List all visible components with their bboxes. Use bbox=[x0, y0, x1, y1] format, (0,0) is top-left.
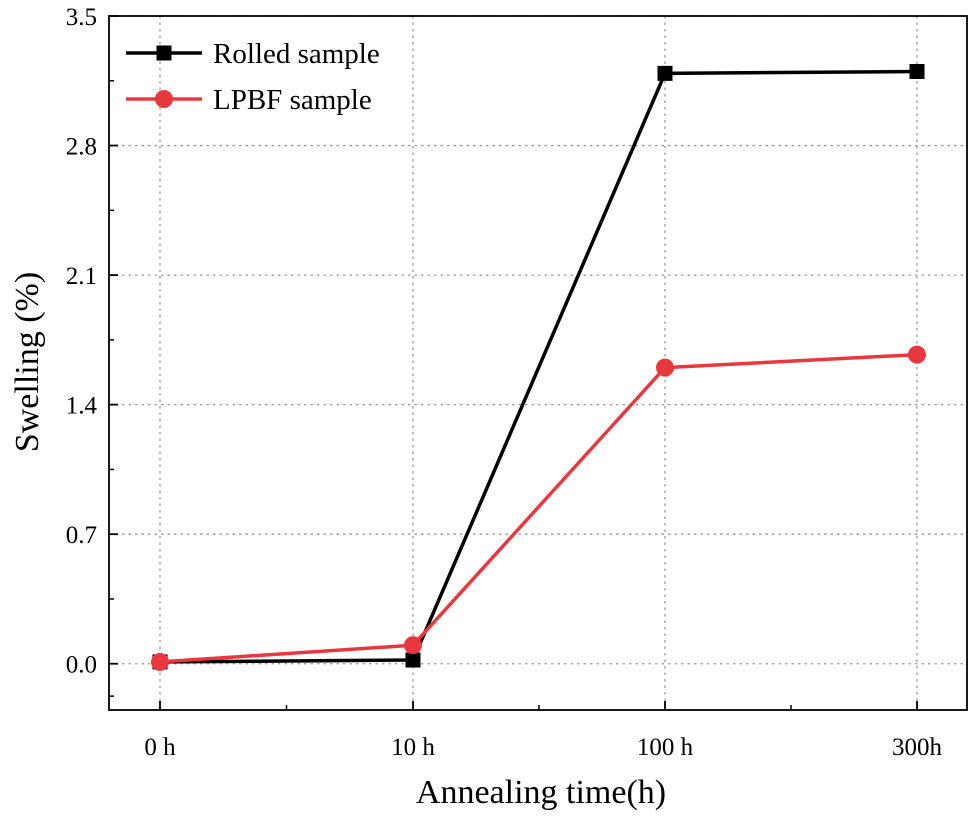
x-tick-label: 10 h bbox=[391, 734, 435, 761]
grid bbox=[109, 15, 967, 710]
y-tick-label: 1.4 bbox=[66, 393, 98, 420]
data-point-lpbf-sample bbox=[656, 358, 674, 377]
x-axis-title: Annealing time(h) bbox=[416, 774, 666, 811]
data-point-lpbf-sample bbox=[908, 345, 926, 364]
x-tick-label: 300h bbox=[892, 734, 943, 761]
plot-frame bbox=[108, 15, 968, 711]
legend-label-lpbf-sample: LPBF sample bbox=[213, 84, 372, 116]
y-tick-label: 3.5 bbox=[66, 4, 97, 31]
x-tick-label: 100 h bbox=[637, 734, 694, 761]
y-axis-title: Swelling (%) bbox=[9, 272, 46, 452]
legend-marker-lpbf-sample bbox=[155, 90, 173, 108]
legend: Rolled sample LPBF sample bbox=[126, 38, 380, 116]
data-point-lpbf-sample bbox=[151, 652, 169, 671]
y-tick-label: 0.0 bbox=[66, 652, 97, 679]
axes: 0.0 0.7 1.4 2.1 2.8 3.5 0 h 10 h 100 h 300h bbox=[66, 4, 968, 761]
series-layer bbox=[151, 64, 926, 671]
data-point-rolled-sample bbox=[909, 64, 925, 80]
y-tick-label: 0.7 bbox=[66, 522, 97, 549]
x-tick-label: 0 h bbox=[144, 734, 176, 761]
data-point-rolled-sample bbox=[657, 65, 673, 81]
legend-label-rolled-sample: Rolled sample bbox=[213, 38, 380, 70]
y-tick-label: 2.8 bbox=[66, 134, 97, 161]
legend-marker-rolled-sample bbox=[156, 45, 172, 61]
data-point-lpbf-sample bbox=[404, 636, 422, 655]
series-line-lpbf-sample bbox=[159, 352, 918, 664]
data-point-rolled-sample bbox=[405, 652, 421, 668]
series-line-rolled-sample bbox=[159, 69, 918, 664]
y-tick-label: 2.1 bbox=[66, 263, 97, 290]
